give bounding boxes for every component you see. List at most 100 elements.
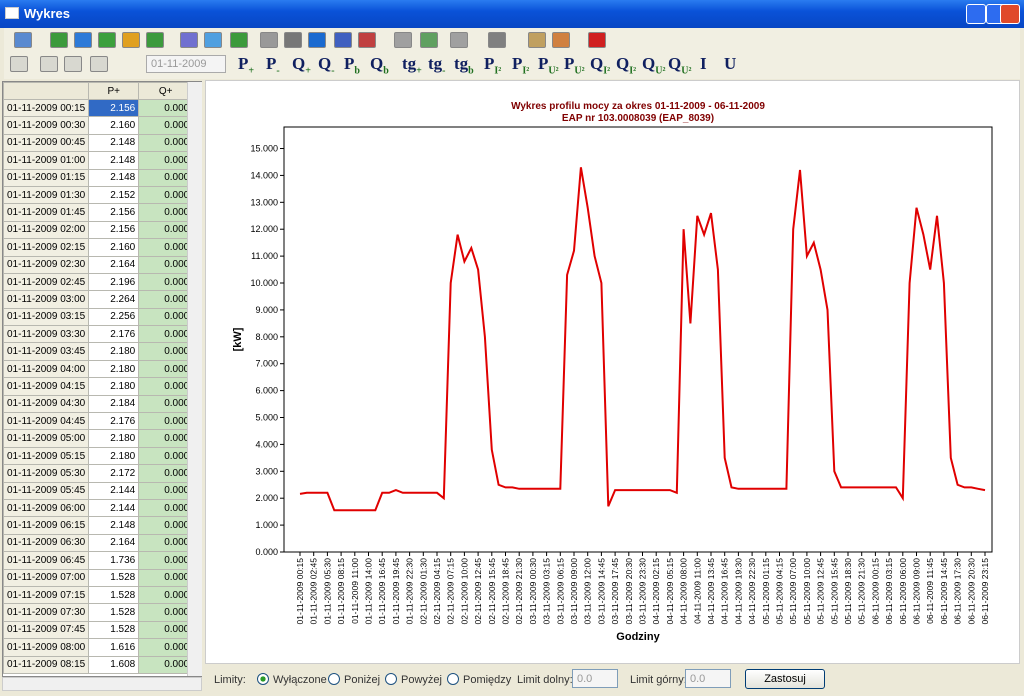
table-row[interactable]: 01-11-2009 07:15 1.528 0.000 — [3, 585, 194, 605]
toolbar-icon[interactable] — [180, 32, 198, 48]
table-row[interactable]: 01-11-2009 08:00 1.616 0.000 — [3, 638, 194, 657]
toolbar-icon[interactable] — [284, 32, 302, 48]
toolbar-icon[interactable] — [528, 32, 546, 48]
nav-button[interactable] — [40, 56, 58, 72]
scrollbar[interactable] — [2, 677, 202, 691]
minimize-button[interactable] — [966, 4, 986, 24]
radio-button[interactable] — [328, 673, 340, 685]
toolbar-button[interactable]: tg+ — [402, 54, 422, 78]
toolbar-icon[interactable] — [334, 32, 352, 48]
table-row[interactable]: 01-11-2009 05:45 2.144 0.000 — [3, 481, 194, 500]
table-row[interactable]: 01-11-2009 08:15 1.608 0.000 — [3, 655, 194, 674]
table-row[interactable]: 01-11-2009 06:15 2.148 0.000 — [3, 516, 194, 535]
table-row[interactable]: 01-11-2009 04:30 2.184 0.000 — [3, 394, 194, 414]
table-row[interactable]: 01-11-2009 01:45 2.156 0.000 — [3, 203, 194, 222]
table-row[interactable]: 01-11-2009 03:00 2.264 0.000 — [3, 290, 194, 309]
toolbar-button[interactable]: PI² — [512, 54, 529, 78]
table-row[interactable]: 01-11-2009 04:15 2.180 0.000 — [3, 377, 194, 396]
radio-button[interactable] — [257, 673, 269, 685]
table-row[interactable]: 01-11-2009 03:15 2.256 0.000 — [3, 307, 194, 327]
table-row[interactable]: 01-11-2009 00:15 2.156 0.000 — [3, 98, 194, 118]
toolbar-icon[interactable] — [98, 32, 116, 48]
toolbar-button[interactable]: U — [724, 54, 736, 78]
toolbar-icon[interactable] — [450, 32, 468, 48]
toolbar-icon[interactable] — [588, 32, 606, 48]
toolbar-icon[interactable] — [394, 32, 412, 48]
table-row[interactable]: 01-11-2009 04:45 2.176 0.000 — [3, 412, 194, 431]
table-row[interactable]: 01-11-2009 01:30 2.152 0.000 — [3, 185, 194, 205]
table-cell: 01-11-2009 03:00 — [3, 290, 90, 309]
x-tick-label: 01-11-2009 22:30 — [405, 558, 415, 625]
nav-button[interactable] — [10, 56, 28, 72]
toolbar-button[interactable]: PI² — [484, 54, 501, 78]
toolbar-button[interactable]: QI² — [590, 54, 610, 78]
table-cell: 2.148 — [88, 151, 140, 170]
table-cell: 2.196 — [88, 272, 140, 292]
date-picker[interactable]: 01-11-2009 — [146, 55, 226, 73]
radio-button[interactable] — [385, 673, 397, 685]
table-row[interactable]: 01-11-2009 06:45 1.736 0.000 — [3, 551, 194, 570]
table-row[interactable]: 01-11-2009 06:30 2.164 0.000 — [3, 533, 194, 553]
radio-button[interactable] — [447, 673, 459, 685]
table-cell: 01-11-2009 01:15 — [3, 168, 90, 187]
table-row[interactable]: 01-11-2009 00:45 2.148 0.000 — [3, 133, 194, 153]
table-row[interactable]: 01-11-2009 07:30 1.528 0.000 — [3, 603, 194, 622]
button-subscript: I² — [603, 65, 611, 77]
toolbar-icon[interactable] — [122, 32, 140, 48]
nav-button[interactable] — [90, 56, 108, 72]
toolbar-button[interactable]: QU² — [668, 54, 691, 78]
apply-button[interactable]: Zastosuj — [745, 669, 825, 689]
scrollbar[interactable] — [187, 82, 202, 676]
toolbar-icon[interactable] — [204, 32, 222, 48]
button-label: Q — [292, 54, 306, 73]
header-cell — [3, 82, 90, 100]
toolbar-icon[interactable] — [74, 32, 92, 48]
x-tick-label: 03-11-2009 12:00 — [583, 558, 593, 625]
table-row[interactable]: 01-11-2009 05:00 2.180 0.000 — [3, 429, 194, 448]
toolbar-icon[interactable] — [50, 32, 68, 48]
x-tick-label: 05-11-2009 15:45 — [829, 558, 839, 625]
toolbar-button[interactable]: P+ — [238, 54, 254, 78]
plot-area — [283, 126, 993, 553]
toolbar-icon[interactable] — [420, 32, 438, 48]
toolbar-button[interactable]: tgb — [454, 54, 474, 78]
nav-button[interactable] — [64, 56, 82, 72]
toolbar-button[interactable]: Q+ — [292, 54, 311, 78]
toolbar-icon[interactable] — [146, 32, 164, 48]
toolbar-icon[interactable] — [358, 32, 376, 48]
toolbar-icon[interactable] — [260, 32, 278, 48]
close-button[interactable] — [1000, 4, 1020, 24]
toolbar-button[interactable]: Pb — [344, 54, 360, 78]
toolbar-button[interactable]: P- — [266, 54, 280, 78]
toolbar-button[interactable]: QI² — [616, 54, 636, 78]
table-row[interactable]: 01-11-2009 02:30 2.164 0.000 — [3, 255, 194, 274]
toolbar-icon[interactable] — [230, 32, 248, 48]
table-row[interactable]: 01-11-2009 01:00 2.148 0.000 — [3, 151, 194, 170]
toolbar-icon[interactable] — [488, 32, 506, 48]
toolbar-button[interactable]: tg- — [428, 54, 446, 78]
table-row[interactable]: 01-11-2009 07:45 1.528 0.000 — [3, 620, 194, 640]
limit-input[interactable]: 0.0 — [572, 669, 618, 688]
toolbar-icon[interactable] — [552, 32, 570, 48]
table-row[interactable]: 01-11-2009 05:15 2.180 0.000 — [3, 446, 194, 466]
table-row[interactable]: 01-11-2009 03:30 2.176 0.000 — [3, 325, 194, 344]
toolbar-button[interactable]: PU² — [538, 54, 559, 78]
toolbar-button[interactable]: I — [700, 54, 707, 78]
table-row[interactable]: 01-11-2009 04:00 2.180 0.000 — [3, 359, 194, 379]
table-row[interactable]: 01-11-2009 06:00 2.144 0.000 — [3, 498, 194, 518]
table-row[interactable]: 01-11-2009 03:45 2.180 0.000 — [3, 342, 194, 361]
table-row[interactable]: 01-11-2009 05:30 2.172 0.000 — [3, 464, 194, 483]
toolbar-button[interactable]: Qb — [370, 54, 389, 78]
toolbar-button[interactable]: Q- — [318, 54, 335, 78]
toolbar-icon[interactable] — [308, 32, 326, 48]
table-row[interactable]: 01-11-2009 07:00 1.528 0.000 — [3, 568, 194, 587]
table-row[interactable]: 01-11-2009 02:00 2.156 0.000 — [3, 220, 194, 240]
limit-input[interactable]: 0.0 — [685, 669, 731, 688]
toolbar-icon[interactable] — [14, 32, 32, 48]
toolbar-button[interactable]: QU² — [642, 54, 665, 78]
toolbar-button[interactable]: PU² — [564, 54, 585, 78]
table-row[interactable]: 01-11-2009 00:30 2.160 0.000 — [3, 116, 194, 135]
table-row[interactable]: 01-11-2009 02:45 2.196 0.000 — [3, 272, 194, 292]
table-row[interactable]: 01-11-2009 02:15 2.160 0.000 — [3, 238, 194, 257]
table-row[interactable]: 01-11-2009 01:15 2.148 0.000 — [3, 168, 194, 187]
